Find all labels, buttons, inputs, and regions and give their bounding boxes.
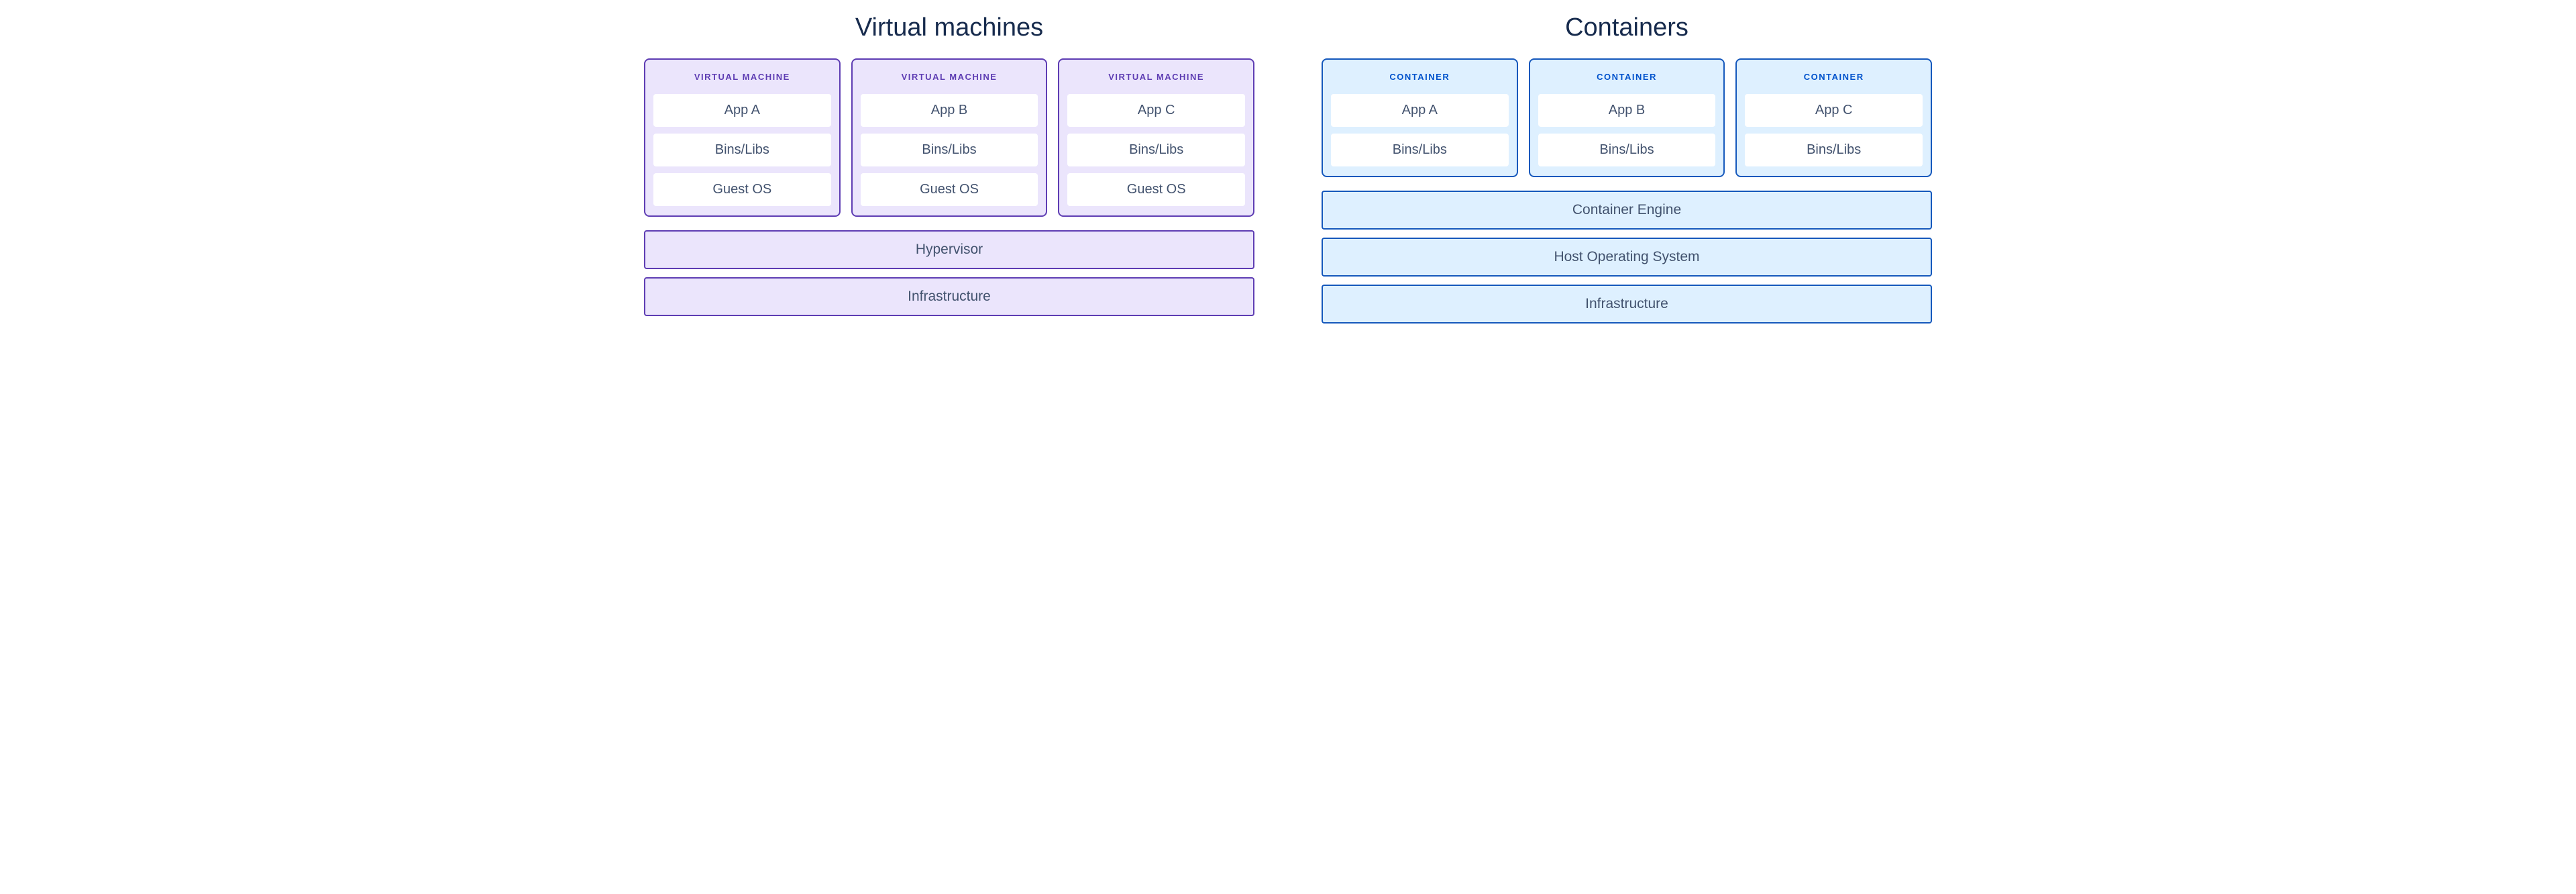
container-infrastructure-layer: Infrastructure	[1322, 285, 1932, 324]
vm-unit-header: VIRTUAL MACHINE	[861, 69, 1038, 87]
container-hostos-layer: Host Operating System	[1322, 238, 1932, 277]
vm-layer-app: App A	[653, 94, 831, 127]
container-unit-2: CONTAINER App C Bins/Libs	[1735, 58, 1932, 177]
container-engine-layer: Container Engine	[1322, 191, 1932, 230]
containers-column: Containers CONTAINER App A Bins/Libs CON…	[1322, 13, 1932, 332]
container-layer-app: App A	[1331, 94, 1509, 127]
vm-layer-app: App C	[1067, 94, 1245, 127]
vm-hypervisor-layer: Hypervisor	[644, 230, 1254, 269]
vm-base-stack: Hypervisor Infrastructure	[644, 230, 1254, 324]
vm-layer-guestos: Guest OS	[653, 173, 831, 206]
container-unit-1: CONTAINER App B Bins/Libs	[1529, 58, 1725, 177]
container-layer-app: App C	[1745, 94, 1923, 127]
container-unit-header: CONTAINER	[1745, 69, 1923, 87]
vm-layer-app: App B	[861, 94, 1038, 127]
vm-unit-header: VIRTUAL MACHINE	[1067, 69, 1245, 87]
vm-layer-bins: Bins/Libs	[1067, 134, 1245, 166]
container-layer-bins: Bins/Libs	[1538, 134, 1716, 166]
container-unit-header: CONTAINER	[1538, 69, 1716, 87]
container-layer-bins: Bins/Libs	[1331, 134, 1509, 166]
container-unit-header: CONTAINER	[1331, 69, 1509, 87]
architecture-diagram: Virtual machines VIRTUAL MACHINE App A B…	[644, 13, 1932, 332]
vm-layer-guestos: Guest OS	[1067, 173, 1245, 206]
vm-title: Virtual machines	[855, 13, 1043, 42]
vm-column: Virtual machines VIRTUAL MACHINE App A B…	[644, 13, 1254, 332]
vm-layer-bins: Bins/Libs	[861, 134, 1038, 166]
container-layer-bins: Bins/Libs	[1745, 134, 1923, 166]
vm-layer-bins: Bins/Libs	[653, 134, 831, 166]
vm-infrastructure-layer: Infrastructure	[644, 277, 1254, 316]
containers-title: Containers	[1565, 13, 1688, 42]
vm-unit-1: VIRTUAL MACHINE App B Bins/Libs Guest OS	[851, 58, 1048, 217]
vm-layer-guestos: Guest OS	[861, 173, 1038, 206]
container-base-stack: Container Engine Host Operating System I…	[1322, 191, 1932, 332]
vm-unit-header: VIRTUAL MACHINE	[653, 69, 831, 87]
container-layer-app: App B	[1538, 94, 1716, 127]
vm-unit-0: VIRTUAL MACHINE App A Bins/Libs Guest OS	[644, 58, 841, 217]
container-unit-0: CONTAINER App A Bins/Libs	[1322, 58, 1518, 177]
vm-units-row: VIRTUAL MACHINE App A Bins/Libs Guest OS…	[644, 58, 1254, 217]
vm-unit-2: VIRTUAL MACHINE App C Bins/Libs Guest OS	[1058, 58, 1254, 217]
container-units-row: CONTAINER App A Bins/Libs CONTAINER App …	[1322, 58, 1932, 177]
